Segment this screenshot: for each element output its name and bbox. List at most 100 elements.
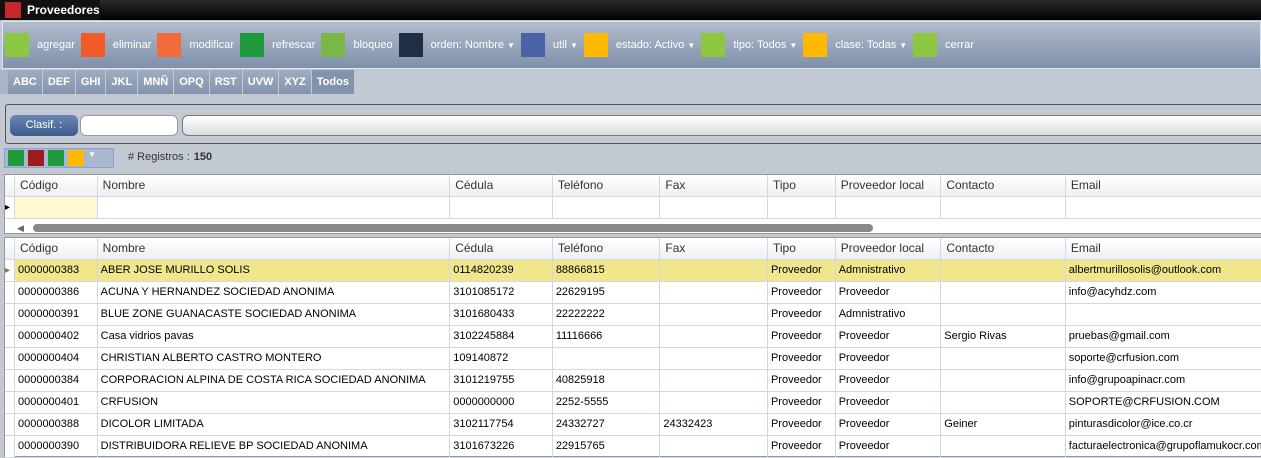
- cell-fax[interactable]: [660, 370, 768, 391]
- column-header[interactable]: Contacto: [941, 175, 1066, 196]
- filter-cell[interactable]: [768, 197, 836, 218]
- cell-nombre[interactable]: CORPORACION ALPINA DE COSTA RICA SOCIEDA…: [98, 370, 451, 391]
- cell-código[interactable]: 0000000383: [14, 260, 98, 281]
- cell-email[interactable]: pruebas@gmail.com: [1066, 326, 1261, 347]
- chevron-down-icon[interactable]: ▼: [88, 150, 96, 159]
- column-header[interactable]: Nombre: [97, 175, 451, 196]
- filter-cell[interactable]: [553, 197, 661, 218]
- cell-tipo[interactable]: Proveedor: [768, 392, 836, 413]
- clasif-button[interactable]: Clasif. :: [10, 115, 78, 136]
- chevron-down-icon[interactable]: ▼: [687, 40, 696, 50]
- horizontal-scrollbar[interactable]: ◀: [5, 219, 1261, 235]
- toolbar-button-eliminar[interactable]: eliminar: [80, 33, 151, 57]
- cell-teléfono[interactable]: [553, 348, 661, 369]
- cell-tipo[interactable]: Proveedor: [768, 348, 836, 369]
- filter-cell[interactable]: [1066, 197, 1261, 218]
- tab-Todos[interactable]: Todos: [311, 70, 355, 94]
- cell-tipo[interactable]: Proveedor: [768, 414, 836, 435]
- tab-OPQ[interactable]: OPQ: [174, 70, 210, 94]
- cell-cédula[interactable]: 0000000000: [450, 392, 553, 413]
- cell-cédula[interactable]: 3102245884: [450, 326, 553, 347]
- cell-contacto[interactable]: [941, 370, 1066, 391]
- cell-tipo[interactable]: Proveedor: [767, 260, 836, 281]
- cell-email[interactable]: info@acyhdz.com: [1066, 282, 1261, 303]
- table-row[interactable]: 0000000401 CRFUSION 0000000000 2252-5555 Pro…: [5, 392, 1261, 414]
- column-header[interactable]: Fax: [660, 238, 768, 259]
- cell-contacto[interactable]: [941, 304, 1066, 325]
- cell-proveedor local[interactable]: Proveedor: [836, 392, 942, 413]
- search-input[interactable]: [182, 115, 1261, 136]
- cell-código[interactable]: 0000000402: [15, 326, 98, 347]
- filter-cell[interactable]: [941, 197, 1066, 218]
- cell-email[interactable]: albertmurillosolis@outlook.com: [1065, 260, 1261, 281]
- cell-nombre[interactable]: ABER JOSE MURILLO SOLIS: [97, 260, 451, 281]
- column-header[interactable]: Cédula: [450, 238, 553, 259]
- table-row[interactable]: 0000000390 DISTRIBUIDORA RELIEVE BP SOCIE…: [5, 436, 1261, 458]
- cell-email[interactable]: info@grupoapinacr.com: [1066, 370, 1261, 391]
- toolbar-button-cerrar[interactable]: cerrar: [913, 33, 974, 57]
- chevron-down-icon[interactable]: ▼: [569, 40, 578, 50]
- table-row[interactable]: ▸ 0000000383 ABER JOSE MURILLO SOLIS 011482…: [5, 260, 1261, 282]
- filter-cell[interactable]: [660, 197, 768, 218]
- toolbar-button-refrescar[interactable]: refrescar: [240, 33, 315, 57]
- table-row[interactable]: 0000000402 Casa vidrios pavas 3102245884 11…: [5, 326, 1261, 348]
- cell-teléfono[interactable]: 22915765: [553, 436, 661, 457]
- cell-proveedor local[interactable]: Admnistrativo: [836, 304, 942, 325]
- cell-nombre[interactable]: BLUE ZONE GUANACASTE SOCIEDAD ANONIMA: [98, 304, 451, 325]
- window-tab[interactable]: Proveedores: [0, 0, 100, 20]
- cell-proveedor local[interactable]: Proveedor: [836, 282, 942, 303]
- cell-tipo[interactable]: Proveedor: [768, 370, 836, 391]
- cell-cédula[interactable]: 3101673226: [450, 436, 553, 457]
- cell-proveedor local[interactable]: Proveedor: [836, 436, 942, 457]
- toolbar-button-bloqueo[interactable]: bloqueo: [321, 33, 393, 57]
- toolbar-button-orden[interactable]: orden: Nombre ▼: [398, 33, 515, 57]
- column-header[interactable]: Contacto: [941, 238, 1066, 259]
- cell-nombre[interactable]: DISTRIBUIDORA RELIEVE BP SOCIEDAD ANONIM…: [98, 436, 451, 457]
- tab-MNÑ[interactable]: MNÑ: [138, 70, 175, 94]
- cell-código[interactable]: 0000000388: [15, 414, 98, 435]
- column-header[interactable]: Cédula: [450, 175, 553, 196]
- cell-contacto[interactable]: Sergio Rivas: [941, 326, 1066, 347]
- filter-cell[interactable]: [98, 197, 451, 218]
- lightbulb-icon[interactable]: [68, 150, 84, 166]
- cell-código[interactable]: 0000000391: [15, 304, 98, 325]
- scroll-left-icon[interactable]: ◀: [17, 223, 24, 233]
- cell-nombre[interactable]: DICOLOR LIMITADA: [98, 414, 451, 435]
- cell-tipo[interactable]: Proveedor: [768, 304, 836, 325]
- cell-email[interactable]: pinturasdicolor@ice.co.cr: [1066, 414, 1261, 435]
- cell-fax[interactable]: [660, 260, 768, 281]
- cell-fax[interactable]: 24332423: [660, 414, 768, 435]
- cell-código[interactable]: 0000000390: [15, 436, 98, 457]
- filter-cell[interactable]: [450, 197, 553, 218]
- tab-UVW[interactable]: UVW: [242, 70, 280, 94]
- column-header[interactable]: Proveedor local: [835, 175, 942, 196]
- table-row[interactable]: 0000000384 CORPORACION ALPINA DE COSTA RI…: [5, 370, 1261, 392]
- cell-email[interactable]: [1066, 304, 1261, 325]
- toolbar-button-tipo[interactable]: tipo: Todos ▼: [701, 33, 797, 57]
- column-header[interactable]: Código: [14, 175, 98, 196]
- tab-ABC[interactable]: ABC: [8, 70, 43, 94]
- cell-código[interactable]: 0000000384: [15, 370, 98, 391]
- column-header[interactable]: Fax: [660, 175, 768, 196]
- cell-tipo[interactable]: Proveedor: [768, 282, 836, 303]
- column-header[interactable]: Nombre: [97, 238, 451, 259]
- cell-fax[interactable]: [660, 436, 768, 457]
- filter-cell[interactable]: [836, 197, 942, 218]
- cell-teléfono[interactable]: 88866815: [552, 260, 661, 281]
- cell-fax[interactable]: [660, 326, 768, 347]
- cell-contacto[interactable]: [941, 392, 1066, 413]
- cell-email[interactable]: soporte@crfusion.com: [1066, 348, 1261, 369]
- tab-XYZ[interactable]: XYZ: [279, 70, 312, 94]
- chevron-down-icon[interactable]: ▼: [899, 40, 908, 50]
- cell-proveedor local[interactable]: Proveedor: [836, 348, 942, 369]
- cell-email[interactable]: facturaelectronica@grupoflamukocr.com: [1066, 436, 1261, 457]
- export-icon[interactable]: [48, 150, 64, 166]
- filter-cell[interactable]: [14, 197, 98, 218]
- cell-teléfono[interactable]: 22629195: [553, 282, 661, 303]
- cell-contacto[interactable]: [941, 282, 1066, 303]
- cell-proveedor local[interactable]: Admnistrativo: [835, 260, 942, 281]
- cell-contacto[interactable]: [941, 260, 1066, 281]
- chevron-down-icon[interactable]: ▼: [507, 40, 515, 50]
- toolbar-button-util[interactable]: util ▼: [520, 33, 578, 57]
- cell-cédula[interactable]: 3101219755: [450, 370, 553, 391]
